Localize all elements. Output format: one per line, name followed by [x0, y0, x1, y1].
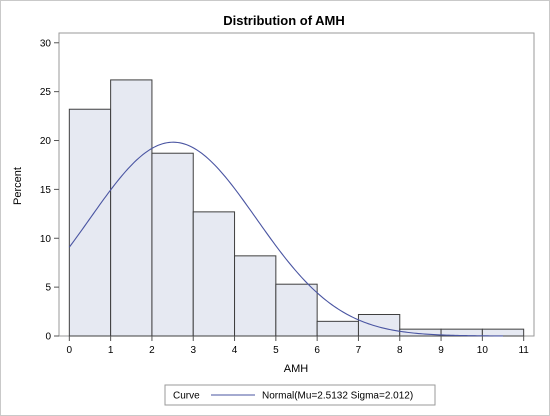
histogram-bar-1	[110, 79, 153, 337]
histogram-bar-5	[275, 283, 318, 337]
histogram-bar-6	[316, 320, 359, 337]
x-tick-label-3: 3	[190, 345, 196, 356]
y-tick-label-15: 15	[40, 185, 52, 196]
x-axis: 0 1 2 3 4 5 6 7 8 9 10 11	[67, 336, 529, 356]
x-tick-label-10: 10	[477, 345, 489, 356]
legend-entry-normal: Normal(Mu=2.5132 Sigma=2.012)	[262, 391, 413, 402]
y-tick-label-10: 10	[40, 234, 52, 245]
x-tick-label-2: 2	[149, 345, 155, 356]
y-axis: 0 5 10 15 20 25 30	[40, 38, 59, 343]
y-tick-label-0: 0	[45, 332, 51, 343]
histogram-bar-0	[68, 108, 112, 337]
x-tick-label-8: 8	[397, 345, 403, 356]
legend: Curve Normal(Mu=2.5132 Sigma=2.012)	[164, 384, 436, 406]
normal-curve	[68, 141, 504, 337]
y-axis-label: Percent	[12, 167, 24, 205]
y-tick-label-20: 20	[40, 136, 52, 147]
x-tick-label-0: 0	[67, 345, 73, 356]
x-tick-label-5: 5	[273, 345, 279, 356]
x-tick-label-1: 1	[108, 345, 114, 356]
x-tick-label-9: 9	[438, 345, 444, 356]
histogram-bars	[68, 79, 525, 337]
y-tick-label-5: 5	[45, 283, 51, 294]
histogram-bar-7	[357, 313, 401, 337]
x-tick-label-4: 4	[232, 345, 238, 356]
histogram-bar-10	[481, 328, 525, 337]
x-axis-label: AMH	[284, 363, 309, 375]
y-tick-label-25: 25	[40, 87, 52, 98]
legend-box	[164, 384, 436, 406]
y-tick-label-30: 30	[40, 38, 52, 49]
histogram-bar-4	[234, 255, 277, 337]
x-tick-label-11: 11	[518, 345, 529, 356]
histogram-bar-3	[192, 211, 236, 337]
histogram-bar-2	[151, 152, 194, 337]
x-tick-label-6: 6	[314, 345, 320, 356]
x-tick-label-7: 7	[356, 345, 362, 356]
chart-title: Distribution of AMH	[223, 13, 345, 28]
legend-header: Curve	[173, 391, 200, 402]
